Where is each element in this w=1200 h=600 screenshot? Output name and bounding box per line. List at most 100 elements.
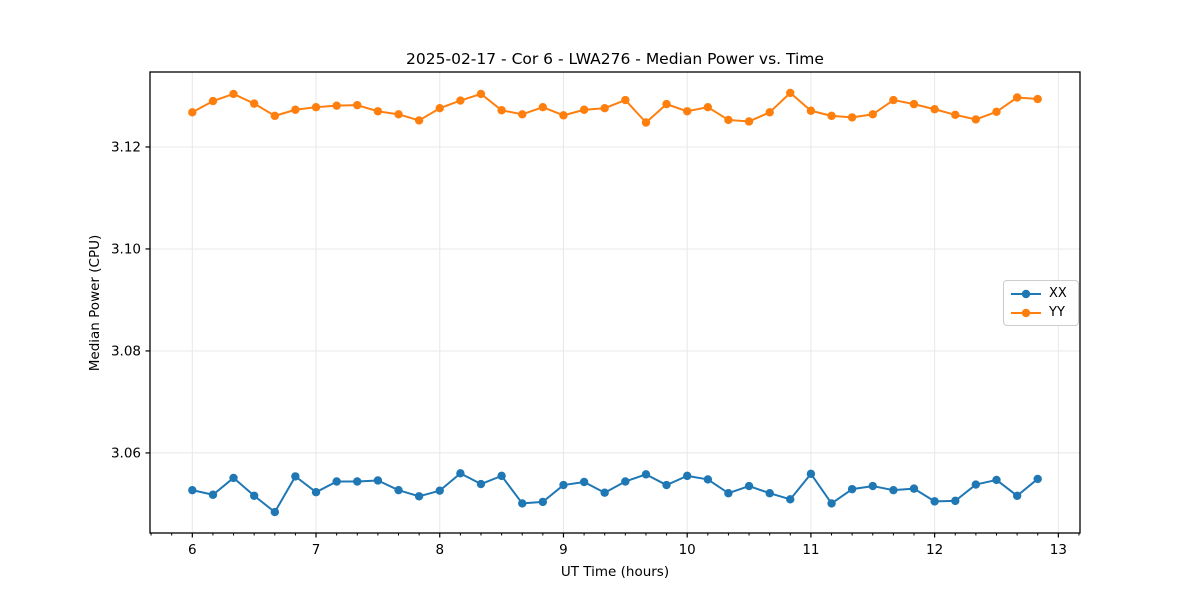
data-point-yy <box>559 111 568 120</box>
data-point-yy <box>600 104 609 113</box>
x-tick-label-6: 6 <box>188 542 197 558</box>
data-point-yy <box>971 115 981 124</box>
data-point-yy <box>208 96 218 106</box>
data-point-yy <box>291 105 300 114</box>
data-point-xx <box>538 497 548 507</box>
data-point-xx <box>1012 491 1022 500</box>
data-point-xx <box>291 472 300 481</box>
data-point-xx <box>971 480 981 489</box>
legend-line-sample-yy <box>1011 308 1041 317</box>
data-point-xx <box>786 495 795 504</box>
data-point-xx <box>930 497 939 506</box>
data-point-xx <box>951 496 960 506</box>
data-point-yy <box>909 99 919 109</box>
data-point-yy <box>889 95 898 105</box>
series-yy-markers <box>188 88 1042 127</box>
data-point-yy <box>538 102 548 112</box>
y-tick-label-3.08: 3.08 <box>111 343 141 359</box>
data-point-yy <box>682 107 692 116</box>
data-point-xx <box>518 499 527 508</box>
data-point-xx <box>992 475 1001 485</box>
y-tick-label-3.12: 3.12 <box>111 139 141 155</box>
y-axis-label: Median Power (CPU) <box>87 235 103 371</box>
data-point-xx <box>724 489 733 498</box>
data-point-xx <box>1033 474 1042 484</box>
data-point-xx <box>270 507 280 517</box>
x-tick-label-7: 7 <box>312 542 321 558</box>
data-point-yy <box>435 104 444 113</box>
data-point-yy <box>765 108 774 117</box>
data-point-xx <box>311 488 321 497</box>
data-point-yy <box>951 110 960 120</box>
data-point-xx <box>889 485 898 495</box>
data-point-xx <box>806 469 816 479</box>
x-axis-label: UT Time (hours) <box>561 564 669 580</box>
data-point-yy <box>868 110 877 119</box>
x-tick-label-11: 11 <box>802 542 819 558</box>
data-point-xx <box>682 471 692 481</box>
data-point-xx <box>827 499 836 508</box>
data-point-yy <box>806 106 816 115</box>
data-point-xx <box>847 484 857 494</box>
data-point-yy <box>414 116 424 125</box>
x-tick-label-8: 8 <box>435 542 444 558</box>
data-point-yy <box>621 95 630 105</box>
data-point-xx <box>332 477 341 486</box>
data-point-yy <box>311 102 321 112</box>
data-point-yy <box>353 100 362 110</box>
data-point-xx <box>909 484 919 493</box>
legend-line-sample-xx <box>1011 289 1041 298</box>
data-point-xx <box>641 470 651 479</box>
data-point-xx <box>703 475 713 484</box>
data-point-xx <box>497 471 506 481</box>
data-point-yy <box>930 105 939 114</box>
data-point-yy <box>373 107 383 116</box>
series-layer <box>188 88 1042 517</box>
data-point-xx <box>579 477 589 487</box>
data-point-xx <box>476 479 486 489</box>
data-point-yy <box>456 96 465 105</box>
legend-label-xx: XX <box>1049 286 1067 301</box>
legend: XX YY <box>1003 280 1079 326</box>
plot-border <box>149 71 1081 534</box>
y-tick-label-3.1: 3.10 <box>111 241 141 257</box>
legend-marker <box>1021 289 1031 298</box>
data-point-xx <box>600 488 609 497</box>
data-point-yy <box>229 89 238 99</box>
data-point-yy <box>579 105 589 114</box>
legend-entry-xx: XX <box>1010 285 1072 303</box>
legend-marker <box>1021 308 1031 317</box>
x-tick-label-13: 13 <box>1050 542 1067 558</box>
data-point-yy <box>497 106 506 115</box>
data-point-yy <box>249 99 259 108</box>
data-point-yy <box>270 111 280 121</box>
x-tick-label-10: 10 <box>679 542 696 558</box>
data-point-yy <box>476 89 486 99</box>
legend-label-yy: YY <box>1049 305 1065 320</box>
data-point-yy <box>724 115 733 125</box>
data-point-yy <box>744 117 754 126</box>
data-point-yy <box>641 118 651 127</box>
data-point-yy <box>992 107 1001 116</box>
data-point-yy <box>786 88 795 98</box>
data-point-xx <box>394 485 403 495</box>
data-point-xx <box>208 490 218 499</box>
x-tick-label-12: 12 <box>926 542 943 558</box>
data-point-xx <box>188 485 197 495</box>
data-point-yy <box>518 110 527 119</box>
data-point-yy <box>1012 93 1022 102</box>
data-point-xx <box>559 480 568 490</box>
data-point-xx <box>435 486 444 495</box>
data-point-xx <box>765 489 774 498</box>
data-point-xx <box>621 477 630 486</box>
grid-layer <box>150 72 1080 533</box>
data-point-xx <box>414 492 424 501</box>
chart-title: 2025-02-17 - Cor 6 - LWA276 - Median Pow… <box>406 50 824 68</box>
data-point-xx <box>353 477 362 486</box>
data-point-xx <box>662 480 671 490</box>
data-point-xx <box>249 491 259 500</box>
legend-entry-yy: YY <box>1010 304 1072 322</box>
data-point-yy <box>188 108 197 117</box>
